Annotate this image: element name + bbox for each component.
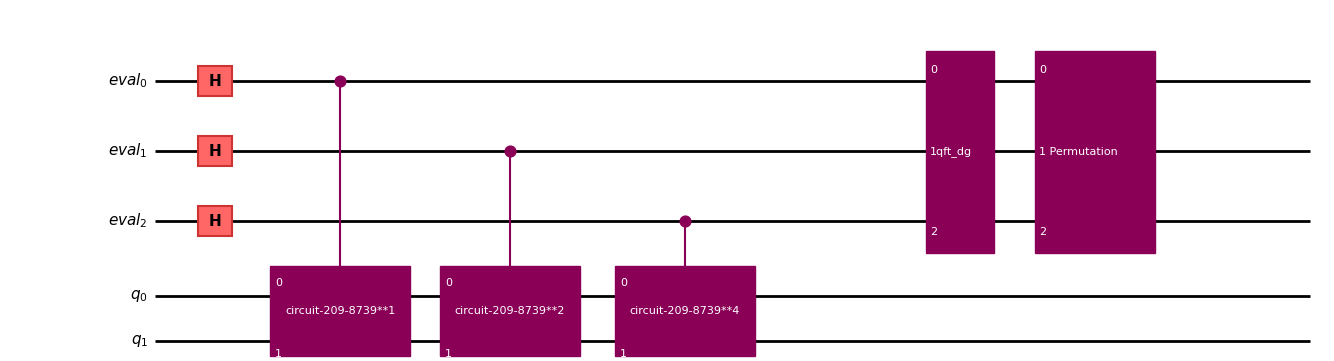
Text: $eval_{0}$: $eval_{0}$ xyxy=(108,71,148,90)
FancyBboxPatch shape xyxy=(197,66,232,96)
Text: circuit-209-8739**1: circuit-209-8739**1 xyxy=(285,306,395,316)
FancyBboxPatch shape xyxy=(269,266,410,356)
FancyBboxPatch shape xyxy=(1035,51,1155,253)
Text: H: H xyxy=(208,213,221,229)
Text: 1 Permutation: 1 Permutation xyxy=(1039,147,1118,157)
FancyBboxPatch shape xyxy=(926,51,994,253)
Point xyxy=(329,78,351,84)
Text: circuit-209-8739**2: circuit-209-8739**2 xyxy=(455,306,566,316)
Text: 1: 1 xyxy=(620,349,627,359)
Text: H: H xyxy=(208,144,221,158)
Text: $eval_{2}$: $eval_{2}$ xyxy=(108,212,148,230)
Text: 2: 2 xyxy=(1039,227,1046,237)
Text: 0: 0 xyxy=(446,278,452,288)
Text: 0: 0 xyxy=(930,65,936,75)
Text: 1: 1 xyxy=(446,349,452,359)
FancyBboxPatch shape xyxy=(440,266,580,356)
Text: 2: 2 xyxy=(930,227,936,237)
Text: circuit-209-8739**4: circuit-209-8739**4 xyxy=(630,306,740,316)
Text: $q_{1}$: $q_{1}$ xyxy=(131,333,148,349)
Text: 0: 0 xyxy=(1039,65,1046,75)
Text: $eval_{1}$: $eval_{1}$ xyxy=(108,142,148,160)
Point xyxy=(499,148,520,154)
Text: H: H xyxy=(208,74,221,88)
Text: $q_{0}$: $q_{0}$ xyxy=(131,288,148,304)
FancyBboxPatch shape xyxy=(197,206,232,236)
FancyBboxPatch shape xyxy=(197,136,232,166)
Text: 0: 0 xyxy=(620,278,627,288)
Text: 0: 0 xyxy=(275,278,281,288)
Point xyxy=(674,218,695,224)
FancyBboxPatch shape xyxy=(615,266,755,356)
Text: 1qft_dg: 1qft_dg xyxy=(930,147,972,157)
Text: 1: 1 xyxy=(275,349,281,359)
